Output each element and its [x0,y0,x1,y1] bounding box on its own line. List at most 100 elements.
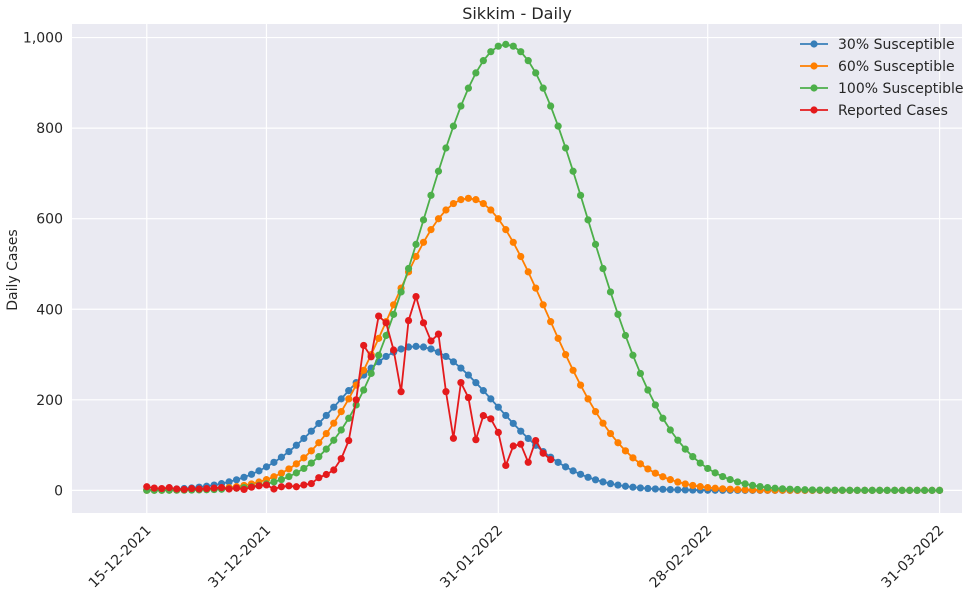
data-point [494,42,502,50]
data-point [188,484,196,493]
data-point [375,312,383,320]
data-point [517,440,525,448]
data-point [674,478,682,486]
y-tick-label: 600 [36,212,63,228]
y-tick-label: 0 [54,483,63,499]
data-point [382,352,390,361]
data-point [576,191,585,199]
data-point [427,226,435,234]
data-point [195,485,203,493]
data-point [322,445,330,453]
data-point [232,484,241,492]
chart-title: Sikkim - Daily [462,4,572,23]
data-point [240,485,248,494]
data-point [569,366,577,374]
data-point [906,486,914,494]
data-point [390,346,398,354]
data-point [330,403,338,411]
data-point [562,144,570,152]
data-point [360,341,368,350]
data-point [315,474,323,482]
data-point [150,484,158,492]
legend-item: 30% Susceptible [800,37,955,53]
data-point [464,194,472,202]
data-point [778,485,787,493]
data-point [554,334,562,342]
grid [72,24,962,513]
data-point [345,387,353,395]
data-point [666,476,674,484]
data-point [734,485,742,494]
data-point [487,395,495,403]
data-point [539,449,547,457]
data-point [629,483,637,491]
data-point [562,463,570,471]
data-point [614,481,622,489]
data-point [457,102,465,110]
data-point [307,459,315,467]
data-point [621,482,630,490]
data-point [427,345,435,353]
data-point [636,460,645,468]
data-point [352,396,360,404]
data-point [292,441,300,449]
data-point [337,395,345,403]
data-point [427,337,435,345]
data-point [442,144,450,152]
data-point [285,465,293,473]
data-point [375,334,383,342]
data-point [158,484,166,493]
data-point [689,481,697,490]
data-point [524,268,532,276]
data-point [285,447,293,456]
data-point [277,483,286,491]
data-point [300,481,308,489]
data-point [711,469,719,477]
data-point [644,386,652,394]
data-point [808,486,817,494]
data-point [292,469,300,477]
data-point [292,483,300,491]
data-point [763,483,772,492]
data-point [270,485,278,493]
data-point [659,414,667,422]
data-point [681,445,689,453]
data-point [584,395,592,403]
data-point [434,215,443,223]
data-point [509,419,517,428]
y-tick-label: 800 [36,121,63,137]
data-point [868,486,876,494]
data-point [591,408,600,416]
legend-item: 60% Susceptible [800,59,955,75]
data-point [569,467,577,475]
data-point [225,478,233,486]
data-point [517,252,525,261]
data-point [487,48,495,56]
data-point [322,411,330,420]
data-point [651,401,659,409]
y-tick-label: 400 [36,302,63,318]
data-point [734,478,742,486]
data-point [726,485,734,493]
data-point [748,481,757,490]
data-point [479,57,487,65]
data-point [285,472,293,481]
data-point [524,458,532,466]
data-point [345,414,353,422]
data-point [502,40,510,48]
data-point [816,486,824,494]
data-point [382,319,390,327]
data-point [449,199,458,208]
data-point [651,469,659,477]
data-point [210,484,218,492]
data-point [442,352,450,361]
data-point [270,473,278,481]
data-point [539,301,547,309]
data-point [689,453,697,461]
data-point [300,464,308,473]
data-point [300,434,308,443]
data-point [659,485,667,493]
data-point [509,238,517,246]
data-point [337,408,345,416]
